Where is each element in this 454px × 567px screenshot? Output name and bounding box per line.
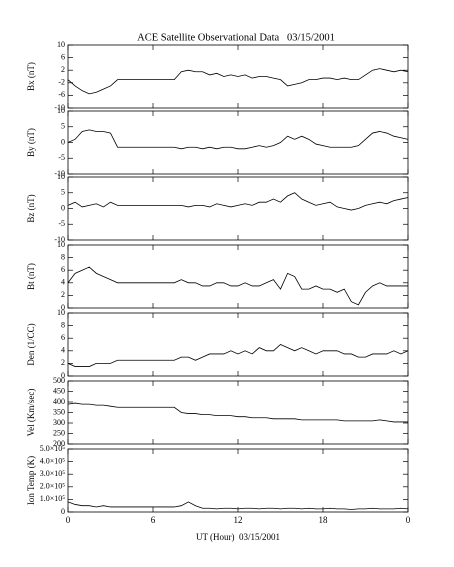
y-axis-label: Bz (nT) bbox=[26, 194, 36, 222]
y-tick-label: 5 bbox=[61, 122, 65, 131]
y-tick-label: 4.0×10⁵ bbox=[40, 456, 66, 465]
x-tick-label: 0 bbox=[406, 515, 411, 525]
y-tick-label: 0 bbox=[61, 371, 65, 380]
trace bbox=[67, 344, 409, 367]
y-axis-label: Den (1/CC) bbox=[26, 323, 36, 365]
trace bbox=[67, 129, 409, 150]
y-tick-label: 250 bbox=[53, 428, 65, 437]
y-axis-label: By (nT) bbox=[26, 128, 36, 157]
panel-frame bbox=[67, 244, 409, 309]
y-axis-label: Bt (nT) bbox=[26, 263, 36, 290]
trace bbox=[67, 68, 409, 95]
y-tick-label: 6 bbox=[61, 52, 65, 61]
x-axis-label: UT (Hour) 03/15/2001 bbox=[196, 532, 280, 542]
y-tick-label: 8 bbox=[61, 320, 65, 329]
y-tick-label: 6 bbox=[61, 265, 65, 274]
y-tick-label: 5.0×10⁵ bbox=[40, 444, 66, 453]
y-tick-label: -10 bbox=[54, 169, 65, 178]
y-tick-label: -5 bbox=[58, 153, 65, 162]
y-tick-label: 10 bbox=[57, 106, 65, 115]
y-tick-label: 2 bbox=[61, 65, 65, 74]
y-tick-label: 500 bbox=[53, 376, 65, 385]
x-tick-label: 0 bbox=[66, 515, 71, 525]
y-tick-label: -5 bbox=[58, 219, 65, 228]
y-tick-label: -2 bbox=[58, 78, 65, 87]
y-tick-label: 6 bbox=[61, 333, 65, 342]
y-tick-label: 450 bbox=[53, 386, 65, 395]
trace bbox=[67, 501, 409, 510]
y-tick-label: 4 bbox=[61, 346, 65, 355]
trace bbox=[67, 192, 409, 211]
y-axis-label: Bx (nT) bbox=[26, 62, 36, 91]
y-tick-label: 5 bbox=[61, 188, 65, 197]
trace bbox=[67, 402, 408, 423]
y-tick-label: 8 bbox=[61, 252, 65, 261]
panel-frame bbox=[67, 312, 409, 377]
y-tick-label: 0 bbox=[61, 303, 65, 312]
y-tick-label: 10 bbox=[57, 40, 65, 49]
y-tick-label: 3.0×10⁵ bbox=[40, 469, 66, 478]
chart-title: ACE Satellite Observational Data 03/15/2… bbox=[137, 32, 335, 43]
panel-frame bbox=[67, 110, 409, 175]
x-tick-label: 6 bbox=[151, 515, 156, 525]
y-tick-label: 0 bbox=[61, 203, 65, 212]
y-tick-label: 10 bbox=[57, 240, 65, 249]
y-tick-label: 2 bbox=[61, 290, 65, 299]
y-axis-label: Vel (Km/sec) bbox=[26, 389, 36, 437]
y-axis-label: Ion Temp (K) bbox=[26, 456, 36, 505]
y-tick-label: 2.0×10⁵ bbox=[40, 482, 66, 491]
y-tick-label: 10 bbox=[57, 172, 65, 181]
panel-frame bbox=[67, 448, 409, 513]
y-tick-label: -10 bbox=[54, 103, 65, 112]
y-tick-label: 10 bbox=[57, 308, 65, 317]
y-tick-label: 200 bbox=[53, 439, 65, 448]
x-tick-label: 12 bbox=[234, 515, 243, 525]
panel-frame bbox=[67, 380, 409, 445]
y-tick-label: 1.0×10⁵ bbox=[40, 494, 66, 503]
x-tick-label: 18 bbox=[319, 515, 329, 525]
y-tick-label: 400 bbox=[53, 397, 65, 406]
y-tick-label: 2 bbox=[61, 358, 65, 367]
y-tick-label: 300 bbox=[53, 418, 65, 427]
y-tick-label: -6 bbox=[58, 90, 65, 99]
y-tick-label: 350 bbox=[53, 407, 65, 416]
y-tick-label: 0 bbox=[61, 507, 65, 516]
y-tick-label: -10 bbox=[54, 235, 65, 244]
trace bbox=[67, 266, 408, 306]
y-tick-label: 0 bbox=[61, 137, 65, 146]
y-tick-label: 4 bbox=[61, 278, 65, 287]
